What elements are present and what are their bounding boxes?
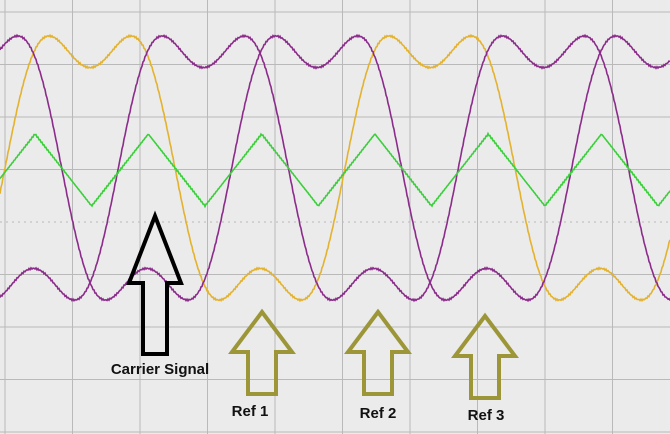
ref-label: Ref 2 bbox=[360, 405, 397, 422]
carrier-label: Carrier Signal bbox=[111, 361, 209, 378]
ref-label: Ref 1 bbox=[232, 403, 269, 420]
oscilloscope-screen: Carrier Signal Ref 1 Ref 2 Ref 3 bbox=[0, 0, 670, 434]
page: Carrier Signal Ref 1 Ref 2 Ref 3 (() => … bbox=[0, 0, 670, 434]
ref-label: Ref 3 bbox=[468, 407, 505, 424]
